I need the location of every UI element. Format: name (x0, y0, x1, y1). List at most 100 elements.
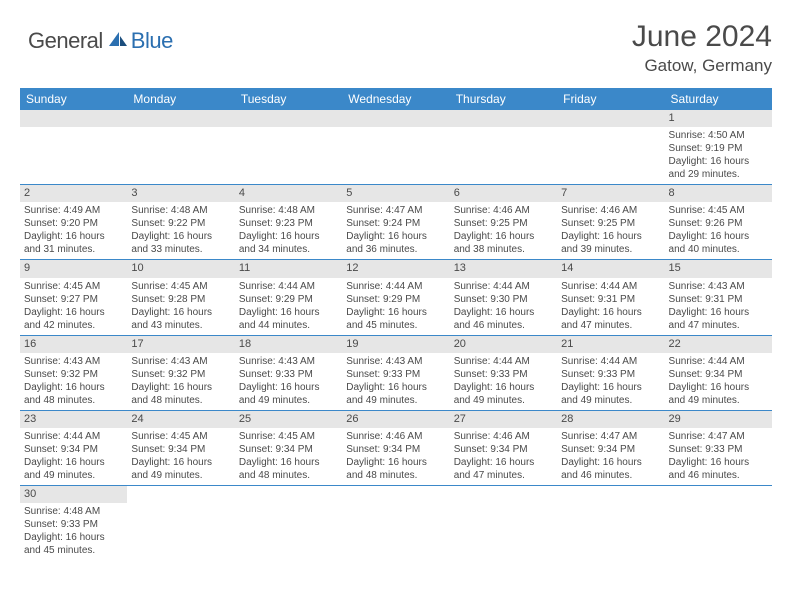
calendar-cell: 22Sunrise: 4:44 AMSunset: 9:34 PMDayligh… (665, 335, 772, 410)
day-number: 2 (20, 185, 127, 202)
day-number: 4 (235, 185, 342, 202)
day-number: 13 (450, 260, 557, 277)
calendar-cell: 14Sunrise: 4:44 AMSunset: 9:31 PMDayligh… (557, 260, 664, 335)
brand-logo: General Blue (28, 28, 173, 54)
day-details: Sunrise: 4:44 AMSunset: 9:31 PMDaylight:… (557, 278, 664, 335)
day-number: 12 (342, 260, 449, 277)
day-details: Sunrise: 4:46 AMSunset: 9:25 PMDaylight:… (450, 202, 557, 259)
day-details: Sunrise: 4:45 AMSunset: 9:28 PMDaylight:… (127, 278, 234, 335)
calendar-cell-blank (450, 485, 557, 560)
calendar-cell: 24Sunrise: 4:45 AMSunset: 9:34 PMDayligh… (127, 410, 234, 485)
day-number: 9 (20, 260, 127, 277)
calendar-cell: 9Sunrise: 4:45 AMSunset: 9:27 PMDaylight… (20, 260, 127, 335)
day-details: Sunrise: 4:43 AMSunset: 9:32 PMDaylight:… (20, 353, 127, 410)
day-details: Sunrise: 4:44 AMSunset: 9:33 PMDaylight:… (557, 353, 664, 410)
calendar-cell: 21Sunrise: 4:44 AMSunset: 9:33 PMDayligh… (557, 335, 664, 410)
calendar-cell: 4Sunrise: 4:48 AMSunset: 9:23 PMDaylight… (235, 185, 342, 260)
day-number: 3 (127, 185, 234, 202)
calendar-cell: 17Sunrise: 4:43 AMSunset: 9:32 PMDayligh… (127, 335, 234, 410)
weekday-header-row: Sunday Monday Tuesday Wednesday Thursday… (20, 88, 772, 110)
calendar-cell: 29Sunrise: 4:47 AMSunset: 9:33 PMDayligh… (665, 410, 772, 485)
day-details: Sunrise: 4:47 AMSunset: 9:34 PMDaylight:… (557, 428, 664, 485)
weekday-header: Wednesday (342, 88, 449, 110)
day-number: 21 (557, 336, 664, 353)
day-number: 23 (20, 411, 127, 428)
day-details: Sunrise: 4:47 AMSunset: 9:33 PMDaylight:… (665, 428, 772, 485)
weekday-header: Sunday (20, 88, 127, 110)
calendar-cell: 16Sunrise: 4:43 AMSunset: 9:32 PMDayligh… (20, 335, 127, 410)
day-details: Sunrise: 4:43 AMSunset: 9:32 PMDaylight:… (127, 353, 234, 410)
day-details: Sunrise: 4:48 AMSunset: 9:33 PMDaylight:… (20, 503, 127, 560)
brand-text-1: General (28, 28, 103, 54)
day-number: 5 (342, 185, 449, 202)
day-number: 29 (665, 411, 772, 428)
day-details: Sunrise: 4:44 AMSunset: 9:33 PMDaylight:… (450, 353, 557, 410)
header: General Blue June 2024 Gatow, Germany (20, 20, 772, 76)
calendar-cell-blank (342, 110, 449, 185)
calendar-cell: 19Sunrise: 4:43 AMSunset: 9:33 PMDayligh… (342, 335, 449, 410)
day-number: 10 (127, 260, 234, 277)
calendar-cell-blank (665, 485, 772, 560)
calendar-row: 16Sunrise: 4:43 AMSunset: 9:32 PMDayligh… (20, 335, 772, 410)
calendar-cell-blank (557, 485, 664, 560)
calendar-cell: 10Sunrise: 4:45 AMSunset: 9:28 PMDayligh… (127, 260, 234, 335)
calendar-cell: 6Sunrise: 4:46 AMSunset: 9:25 PMDaylight… (450, 185, 557, 260)
day-details: Sunrise: 4:46 AMSunset: 9:34 PMDaylight:… (450, 428, 557, 485)
weekday-header: Friday (557, 88, 664, 110)
day-details: Sunrise: 4:50 AMSunset: 9:19 PMDaylight:… (665, 127, 772, 184)
day-details: Sunrise: 4:43 AMSunset: 9:33 PMDaylight:… (342, 353, 449, 410)
day-details: Sunrise: 4:47 AMSunset: 9:24 PMDaylight:… (342, 202, 449, 259)
calendar-cell: 2Sunrise: 4:49 AMSunset: 9:20 PMDaylight… (20, 185, 127, 260)
day-number: 25 (235, 411, 342, 428)
brand-text-2: Blue (131, 28, 173, 54)
day-number: 15 (665, 260, 772, 277)
calendar-cell: 12Sunrise: 4:44 AMSunset: 9:29 PMDayligh… (342, 260, 449, 335)
day-number: 28 (557, 411, 664, 428)
calendar-cell: 8Sunrise: 4:45 AMSunset: 9:26 PMDaylight… (665, 185, 772, 260)
day-number: 24 (127, 411, 234, 428)
day-details: Sunrise: 4:48 AMSunset: 9:22 PMDaylight:… (127, 202, 234, 259)
day-details: Sunrise: 4:44 AMSunset: 9:29 PMDaylight:… (235, 278, 342, 335)
calendar-cell: 15Sunrise: 4:43 AMSunset: 9:31 PMDayligh… (665, 260, 772, 335)
calendar-cell: 11Sunrise: 4:44 AMSunset: 9:29 PMDayligh… (235, 260, 342, 335)
calendar-cell: 13Sunrise: 4:44 AMSunset: 9:30 PMDayligh… (450, 260, 557, 335)
day-details: Sunrise: 4:45 AMSunset: 9:27 PMDaylight:… (20, 278, 127, 335)
calendar-row: 9Sunrise: 4:45 AMSunset: 9:27 PMDaylight… (20, 260, 772, 335)
calendar-cell: 20Sunrise: 4:44 AMSunset: 9:33 PMDayligh… (450, 335, 557, 410)
calendar-cell-blank (450, 110, 557, 185)
calendar-row: 1Sunrise: 4:50 AMSunset: 9:19 PMDaylight… (20, 110, 772, 185)
day-number: 14 (557, 260, 664, 277)
day-details: Sunrise: 4:44 AMSunset: 9:34 PMDaylight:… (20, 428, 127, 485)
day-details: Sunrise: 4:45 AMSunset: 9:26 PMDaylight:… (665, 202, 772, 259)
day-number: 22 (665, 336, 772, 353)
day-details: Sunrise: 4:46 AMSunset: 9:25 PMDaylight:… (557, 202, 664, 259)
calendar-cell-blank (20, 110, 127, 185)
calendar-cell: 26Sunrise: 4:46 AMSunset: 9:34 PMDayligh… (342, 410, 449, 485)
calendar-cell-blank (127, 110, 234, 185)
day-details: Sunrise: 4:44 AMSunset: 9:29 PMDaylight:… (342, 278, 449, 335)
calendar-cell: 3Sunrise: 4:48 AMSunset: 9:22 PMDaylight… (127, 185, 234, 260)
day-number: 18 (235, 336, 342, 353)
page-title: June 2024 (632, 20, 772, 54)
calendar-cell-blank (557, 110, 664, 185)
calendar-cell: 5Sunrise: 4:47 AMSunset: 9:24 PMDaylight… (342, 185, 449, 260)
calendar-cell: 23Sunrise: 4:44 AMSunset: 9:34 PMDayligh… (20, 410, 127, 485)
calendar-cell: 25Sunrise: 4:45 AMSunset: 9:34 PMDayligh… (235, 410, 342, 485)
day-number: 30 (20, 486, 127, 503)
location: Gatow, Germany (632, 56, 772, 76)
title-block: June 2024 Gatow, Germany (632, 20, 772, 76)
calendar-page: General Blue June 2024 Gatow, Germany Su… (0, 0, 792, 570)
weekday-header: Thursday (450, 88, 557, 110)
calendar-row: 30Sunrise: 4:48 AMSunset: 9:33 PMDayligh… (20, 485, 772, 560)
day-details: Sunrise: 4:44 AMSunset: 9:34 PMDaylight:… (665, 353, 772, 410)
calendar-table: Sunday Monday Tuesday Wednesday Thursday… (20, 88, 772, 560)
day-details: Sunrise: 4:45 AMSunset: 9:34 PMDaylight:… (235, 428, 342, 485)
calendar-cell: 7Sunrise: 4:46 AMSunset: 9:25 PMDaylight… (557, 185, 664, 260)
day-number: 26 (342, 411, 449, 428)
weekday-header: Monday (127, 88, 234, 110)
day-number: 8 (665, 185, 772, 202)
day-number: 17 (127, 336, 234, 353)
calendar-row: 2Sunrise: 4:49 AMSunset: 9:20 PMDaylight… (20, 185, 772, 260)
sail-icon (107, 30, 129, 48)
calendar-cell: 27Sunrise: 4:46 AMSunset: 9:34 PMDayligh… (450, 410, 557, 485)
